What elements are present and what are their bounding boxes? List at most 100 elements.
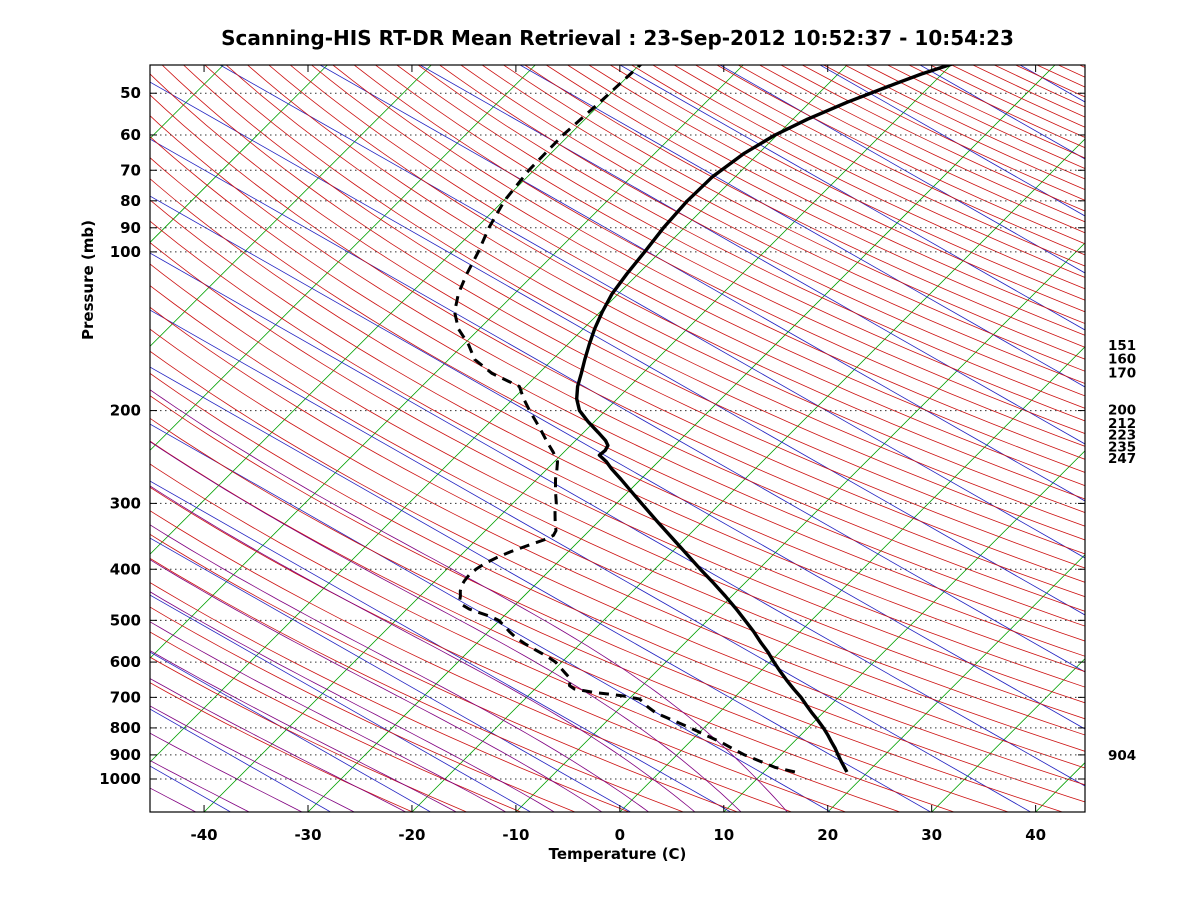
right-pressure-label: 247 [1108, 451, 1136, 467]
isotherm-line [515, 242, 1085, 812]
dry-adiabat-line [161, 65, 1085, 569]
y-tick-labels: 50 60 70 80 90 100 200 300 400 500 600 700 800 900 100… [99, 84, 141, 788]
x-tick-label: -20 [398, 826, 425, 844]
blue-diagonal-line [150, 81, 1085, 616]
dry-adiabat-line [150, 136, 1085, 627]
dry-adiabat-line [150, 242, 1085, 704]
blue-diagonal-line [150, 195, 1085, 730]
right-pressure-label: 151 [1108, 338, 1136, 354]
y-tick-label: 80 [120, 192, 141, 210]
moist-adiabat-line [150, 732, 303, 812]
dry-adiabat-line [150, 115, 1085, 612]
blue-diagonal-line [150, 594, 532, 812]
dry-adiabat-line [353, 65, 1085, 447]
right-pressure-label: 235 [1108, 439, 1136, 455]
dry-adiabat-line [150, 220, 1085, 688]
dry-adiabat-line [823, 65, 1085, 191]
moist-adiabat-line [150, 559, 603, 812]
dry-adiabat-line [524, 65, 1085, 348]
dry-adiabat-line [150, 94, 1085, 598]
plot-frame [149, 64, 1086, 813]
y-tick-label: 400 [110, 560, 141, 578]
moist-adiabat-line [150, 591, 556, 812]
right-pressure-label: 904 [1108, 748, 1136, 764]
dry-adiabat-line [481, 65, 1085, 372]
dry-adiabat-line [289, 65, 1085, 487]
dry-adiabat-line [150, 582, 630, 812]
dry-adiabat-line [150, 533, 738, 812]
dry-adiabat-line [150, 328, 1085, 769]
dry-adiabat-line [674, 65, 1085, 267]
isotherm-line [827, 554, 1085, 812]
y-tick-label: 90 [120, 219, 141, 237]
blue-diagonal-line [150, 366, 932, 812]
dry-adiabat-line [150, 372, 1085, 803]
dry-adiabat-line [780, 65, 1085, 212]
dry-adiabat-line [332, 65, 1085, 460]
isotherm-line [203, 65, 952, 812]
dry-adiabat-line [150, 395, 1063, 812]
isotherm-line [150, 65, 744, 659]
y-tick-label: 900 [110, 746, 141, 764]
right-pressure-label: 200 [1108, 403, 1136, 419]
x-tick-label: -10 [502, 826, 529, 844]
dry-adiabat-line [652, 65, 1085, 278]
dry-adiabat-line [439, 65, 1085, 397]
dry-adiabat-line [503, 65, 1085, 360]
dry-adiabat-line [311, 65, 1085, 473]
sounding-profiles [453, 65, 953, 774]
y-tick-label: 500 [110, 611, 141, 629]
y-tick-label: 600 [110, 653, 141, 671]
dry-adiabat-line [759, 65, 1085, 223]
isotherm-line [150, 65, 536, 451]
y-tick-label: 800 [110, 719, 141, 737]
blue-diagonal-line [219, 65, 1085, 559]
x-tick-labels: -40 -30 -20 -10 0 10 20 30 40 [190, 826, 1046, 844]
blue-diagonal-line [150, 309, 1032, 812]
x-tick-label: 20 [817, 826, 838, 844]
dry-adiabat-line [268, 65, 1085, 500]
x-tick-label: 10 [713, 826, 734, 844]
blue-diagonal-line [150, 252, 1085, 787]
blue-diagonal-line [619, 65, 1085, 331]
dry-adiabat-line [567, 65, 1085, 324]
dry-adiabat-line [908, 65, 1085, 149]
isotherm-line [150, 65, 328, 243]
dry-adiabat-line [225, 65, 1085, 527]
moist-adiabat-line [150, 650, 458, 812]
moist-adiabat-line [0, 65, 95, 816]
moist-adiabat-line [150, 524, 650, 812]
isotherm-line [150, 65, 848, 763]
dry-adiabat-lines [150, 65, 1200, 812]
isotherm-line [619, 346, 1085, 812]
dry-adiabat-line [150, 510, 792, 812]
x-axis-label: Temperature (C) [548, 845, 687, 863]
blue-diagonal-line [150, 423, 832, 812]
dry-adiabat-line [150, 178, 1085, 657]
dry-adiabat-line [1165, 65, 1200, 812]
moist-adiabat-line [150, 389, 788, 812]
blue-diagonal-line [150, 708, 332, 812]
dry-adiabat-line [150, 199, 1085, 672]
x-tick-label: 30 [921, 826, 942, 844]
blue-diagonal-line [150, 651, 432, 812]
dry-adiabat-line [844, 65, 1085, 180]
dry-adiabat-line [150, 306, 1085, 752]
right-pressure-label: 170 [1108, 365, 1136, 381]
right-pressure-label: 223 [1108, 427, 1136, 443]
dry-adiabat-line [204, 65, 1085, 541]
dry-adiabat-line [994, 65, 1085, 108]
right-pressure-label: 212 [1108, 416, 1136, 432]
dry-adiabat-line [738, 65, 1085, 234]
dry-adiabat-line [588, 65, 1085, 313]
dry-adiabat-line [695, 65, 1085, 256]
dry-adiabat-line [716, 65, 1085, 245]
dry-adiabat-line [150, 631, 521, 812]
dry-adiabat-line [150, 440, 955, 812]
blue-diagonal-line [419, 65, 1085, 445]
right-pressure-label: 160 [1108, 351, 1136, 367]
dry-adiabat-line [150, 606, 576, 812]
y-tick-label: 300 [110, 494, 141, 512]
